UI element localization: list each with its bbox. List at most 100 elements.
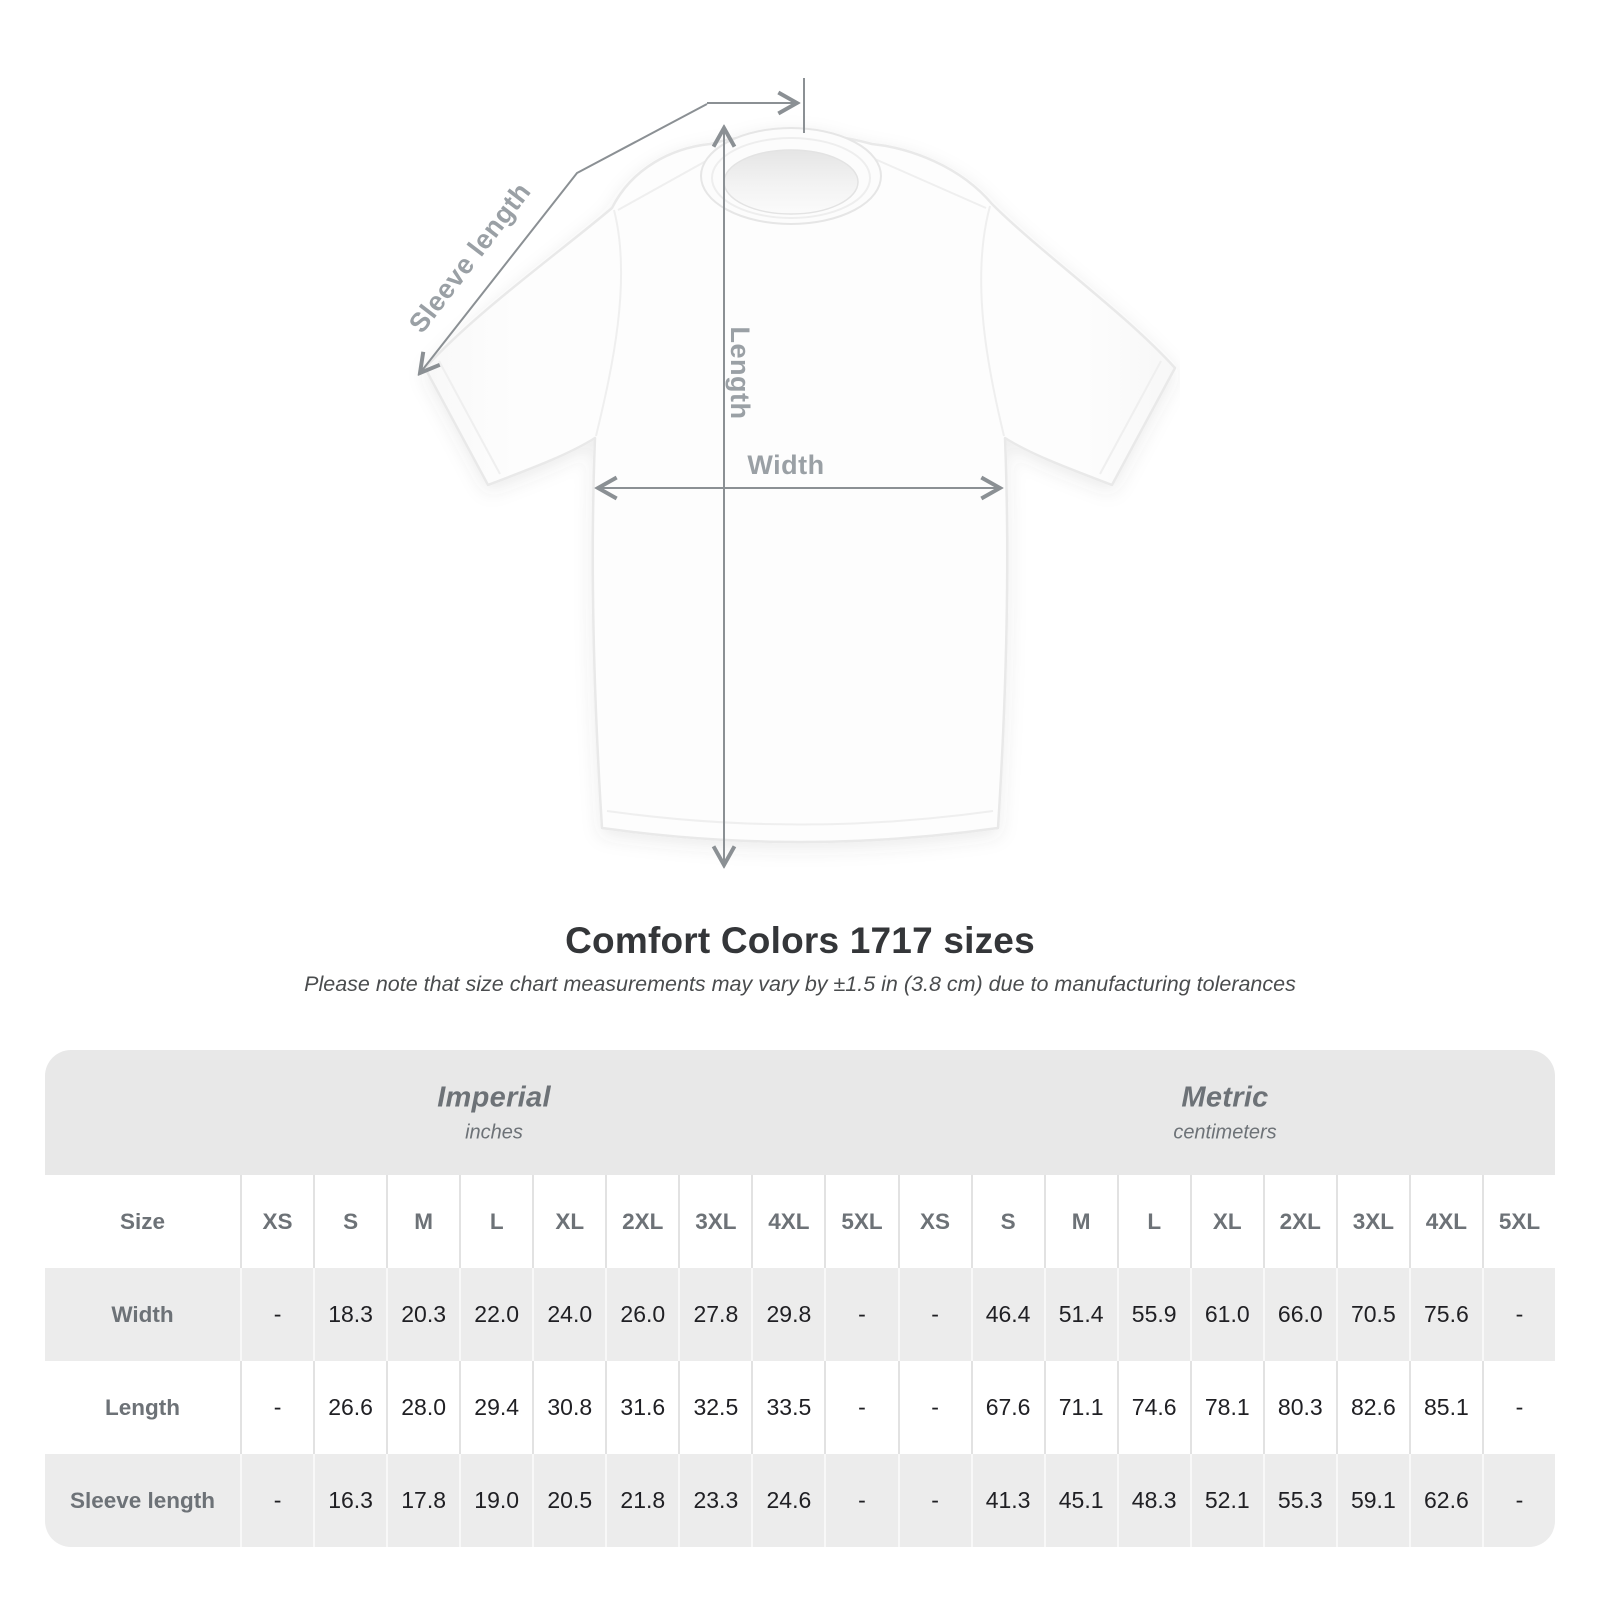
size-value: 85.1: [1408, 1361, 1482, 1454]
left-armhole-seam: [595, 209, 623, 437]
size-col-header: 4XL: [751, 1175, 825, 1268]
size-col-header: M: [1043, 1175, 1117, 1268]
size-value: -: [240, 1268, 314, 1361]
imperial-unit-label: inches: [465, 1121, 523, 1143]
size-value: 71.1: [1043, 1361, 1117, 1454]
size-col-header: S: [970, 1175, 1044, 1268]
left-shoulder-seam: [617, 155, 716, 211]
size-value: -: [1481, 1454, 1555, 1547]
title-block: Comfort Colors 1717 sizes Please note th…: [0, 920, 1600, 997]
size-col-header: 3XL: [1335, 1175, 1409, 1268]
row-label: Width: [45, 1268, 240, 1361]
row-label: Sleeve length: [45, 1454, 240, 1547]
size-value: 55.9: [1116, 1268, 1190, 1361]
tshirt-measurement-diagram: Sleeve length Length Width: [403, 78, 1177, 880]
size-value: 21.8: [605, 1454, 679, 1547]
size-value: 29.4: [459, 1361, 533, 1454]
size-value: 20.3: [386, 1268, 460, 1361]
size-value: 16.3: [313, 1454, 387, 1547]
page-title: Comfort Colors 1717 sizes: [565, 920, 1035, 961]
size-table: Imperial inches Metric centimeters Size X…: [45, 1050, 1555, 1547]
size-value: -: [240, 1361, 314, 1454]
size-corner-header: Size: [45, 1175, 240, 1268]
size-value: 19.0: [459, 1454, 533, 1547]
size-col-header: 3XL: [678, 1175, 752, 1268]
size-value: 70.5: [1335, 1268, 1409, 1361]
size-value: -: [1481, 1361, 1555, 1454]
size-value: 61.0: [1189, 1268, 1263, 1361]
size-value: 24.6: [751, 1454, 825, 1547]
size-value: 78.1: [1189, 1361, 1263, 1454]
size-col-header: 4XL: [1408, 1175, 1482, 1268]
size-value: 26.6: [313, 1361, 387, 1454]
unit-group-metric: Metric centimeters: [1173, 1081, 1276, 1144]
unit-group-imperial: Imperial inches: [437, 1081, 551, 1144]
size-value: 46.4: [970, 1268, 1044, 1361]
sleeve-length-line: [420, 103, 708, 373]
size-value: 52.1: [1189, 1454, 1263, 1547]
size-col-header: 2XL: [1262, 1175, 1336, 1268]
right-armhole-seam: [980, 205, 1005, 437]
size-value: 20.5: [532, 1454, 606, 1547]
size-value: 27.8: [678, 1268, 752, 1361]
left-cuff-stitch: [438, 360, 501, 475]
size-value: -: [824, 1268, 898, 1361]
size-value: 22.0: [459, 1268, 533, 1361]
width-label: Width: [747, 450, 824, 480]
size-value: 67.6: [970, 1361, 1044, 1454]
size-value: -: [897, 1361, 971, 1454]
size-col-header: XL: [1189, 1175, 1263, 1268]
size-value: 55.3: [1262, 1454, 1336, 1547]
size-col-header: S: [313, 1175, 387, 1268]
size-table-grid: Size XS S M L XL 2XL 3XL 4XL 5XL XS S M L XL 2XL 3XL 4XL 5…: [45, 1175, 1555, 1547]
size-value: 45.1: [1043, 1454, 1117, 1547]
hem-stitch: [606, 810, 994, 826]
size-value: 18.3: [313, 1268, 387, 1361]
imperial-label: Imperial: [437, 1081, 551, 1113]
size-value: 31.6: [605, 1361, 679, 1454]
size-col-header: 5XL: [1481, 1175, 1555, 1268]
size-value: 30.8: [532, 1361, 606, 1454]
size-value: 32.5: [678, 1361, 752, 1454]
right-shoulder-seam: [867, 155, 987, 209]
metric-label: Metric: [1181, 1081, 1269, 1113]
size-value: -: [824, 1361, 898, 1454]
metric-unit-label: centimeters: [1173, 1121, 1277, 1143]
size-value: -: [897, 1454, 971, 1547]
size-col-header: L: [459, 1175, 533, 1268]
unit-band: Imperial inches Metric centimeters: [45, 1050, 1555, 1175]
size-value: 28.0: [386, 1361, 460, 1454]
size-value: -: [240, 1454, 314, 1547]
size-value: 41.3: [970, 1454, 1044, 1547]
collar-opening: [723, 149, 859, 215]
size-value: 48.3: [1116, 1454, 1190, 1547]
size-col-header: XS: [897, 1175, 971, 1268]
size-col-header: XL: [532, 1175, 606, 1268]
page-subtitle: Please note that size chart measurements…: [304, 972, 1296, 996]
size-value: 82.6: [1335, 1361, 1409, 1454]
size-value: -: [824, 1454, 898, 1547]
size-col-header: L: [1116, 1175, 1190, 1268]
size-value: 29.8: [751, 1268, 825, 1361]
size-value: -: [897, 1268, 971, 1361]
row-label: Length: [45, 1361, 240, 1454]
size-value: 33.5: [751, 1361, 825, 1454]
size-value: 24.0: [532, 1268, 606, 1361]
size-value: 80.3: [1262, 1361, 1336, 1454]
size-value: 23.3: [678, 1454, 752, 1547]
size-col-header: 5XL: [824, 1175, 898, 1268]
size-value: 74.6: [1116, 1361, 1190, 1454]
size-col-header: 2XL: [605, 1175, 679, 1268]
size-value: 51.4: [1043, 1268, 1117, 1361]
tshirt-graphic: [423, 127, 1177, 844]
size-col-header: M: [386, 1175, 460, 1268]
size-value: 75.6: [1408, 1268, 1482, 1361]
size-value: -: [1481, 1268, 1555, 1361]
size-col-header: XS: [240, 1175, 314, 1268]
size-value: 17.8: [386, 1454, 460, 1547]
length-label: Length: [725, 327, 755, 420]
size-value: 66.0: [1262, 1268, 1336, 1361]
size-value: 59.1: [1335, 1454, 1409, 1547]
size-value: 62.6: [1408, 1454, 1482, 1547]
